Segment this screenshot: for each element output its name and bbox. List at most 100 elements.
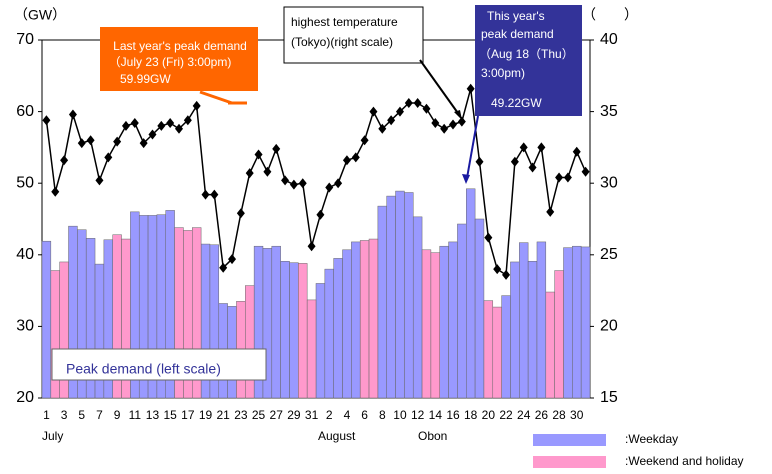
- bar: [466, 188, 476, 399]
- line-marker: [263, 166, 272, 177]
- bar-label-box: [51, 348, 267, 381]
- line-marker: [342, 155, 351, 166]
- x-tick-label: 6: [361, 408, 368, 422]
- bar: [192, 227, 202, 399]
- bar: [359, 240, 370, 399]
- line-marker: [369, 106, 378, 117]
- annotation-box: [475, 5, 582, 116]
- y2-tick-label: 25: [600, 246, 618, 263]
- x-tick-label: 9: [114, 408, 121, 422]
- line-marker: [183, 115, 192, 126]
- line-marker: [457, 116, 466, 127]
- x-tick-label: 7: [96, 408, 103, 422]
- y-tick-label: 70: [16, 31, 34, 48]
- line-marker: [130, 118, 139, 129]
- bar: [501, 295, 511, 399]
- period-label: July: [42, 429, 63, 443]
- x-tick-label: 11: [129, 408, 142, 422]
- y-tick-label: 20: [16, 389, 34, 406]
- x-tick-label: 31: [305, 408, 319, 422]
- annotation-arrow: [419, 59, 461, 117]
- bar: [395, 190, 405, 399]
- annotation: This year's: [487, 9, 545, 23]
- legend-label: :Weekday: [625, 432, 678, 446]
- line-marker: [502, 269, 511, 280]
- arrow-head: [462, 174, 470, 184]
- bar: [510, 261, 520, 399]
- annotation-arrow: [199, 90, 233, 105]
- line-marker: [166, 118, 175, 129]
- annotation-box: [283, 6, 424, 64]
- annotation-arrow: [466, 115, 479, 179]
- bar: [580, 246, 591, 399]
- line-marker: [325, 182, 334, 193]
- x-tick-label: 27: [270, 408, 284, 422]
- line-marker: [563, 172, 572, 183]
- x-tick-label: 25: [252, 408, 266, 422]
- line-marker: [484, 232, 493, 243]
- x-tick-label: 12: [411, 408, 425, 422]
- bar: [351, 241, 361, 399]
- y2-tick-label: 15: [600, 389, 618, 406]
- marks: [41, 83, 591, 399]
- bar: [554, 270, 564, 399]
- x-tick-label: 18: [464, 408, 478, 422]
- line-marker: [272, 143, 281, 154]
- period-label: August: [318, 429, 356, 443]
- line-marker: [192, 100, 201, 111]
- annotation: （July 23 (Fri) 3:00pm): [109, 55, 232, 69]
- x-tick-label: 20: [482, 408, 496, 422]
- bar: [386, 195, 396, 399]
- annotation: (Tokyo)(right scale): [291, 35, 393, 49]
- line-marker: [307, 241, 316, 252]
- annotation-box: [100, 27, 258, 91]
- bar: [245, 285, 255, 399]
- line-marker: [113, 136, 122, 147]
- line-marker: [104, 152, 113, 163]
- bar-label: Peak demand (left scale): [66, 361, 221, 377]
- line-marker: [121, 120, 130, 131]
- line-marker: [555, 172, 564, 183]
- x-tick-label: 13: [146, 408, 160, 422]
- y2-tick-label: 40: [600, 31, 618, 48]
- x-tick-label: 16: [446, 408, 460, 422]
- line-marker: [254, 149, 263, 160]
- line-marker: [86, 135, 95, 146]
- line-marker: [157, 120, 166, 131]
- line-marker: [95, 175, 104, 186]
- line-marker: [281, 175, 290, 186]
- arrow-head: [454, 110, 462, 120]
- bar: [377, 205, 387, 399]
- bar: [430, 252, 440, 399]
- line-marker: [395, 106, 404, 117]
- bar: [519, 242, 529, 399]
- y2-tick-label: 35: [600, 103, 618, 120]
- x-tick-label: 26: [535, 408, 549, 422]
- x-tick-label: 4: [344, 408, 351, 422]
- x-tick-label: 8: [379, 408, 386, 422]
- x-tick-label: 28: [552, 408, 566, 422]
- line-marker: [475, 156, 484, 167]
- x-tick-label: 15: [163, 408, 177, 422]
- line-marker: [404, 98, 413, 109]
- bar: [572, 245, 582, 399]
- y-tick-label: 40: [16, 246, 34, 263]
- annotation: （Aug 18（Thu）: [479, 47, 574, 61]
- line-marker: [537, 142, 546, 153]
- line-marker: [77, 138, 86, 149]
- line-marker: [422, 103, 431, 114]
- legend-swatch: [533, 456, 606, 468]
- bar: [368, 238, 379, 399]
- line-marker: [510, 156, 519, 167]
- bar: [483, 300, 494, 399]
- line-marker: [236, 208, 245, 219]
- bar: [289, 262, 299, 399]
- annotation: Last year's peak demand: [113, 39, 247, 53]
- bar: [457, 223, 467, 399]
- bar: [527, 260, 538, 399]
- bar: [421, 249, 432, 399]
- x-tick-label: 21: [217, 408, 231, 422]
- y2-tick-label: 20: [600, 318, 618, 335]
- bar: [324, 268, 334, 399]
- legend-label: :Weekend and holiday: [625, 454, 744, 468]
